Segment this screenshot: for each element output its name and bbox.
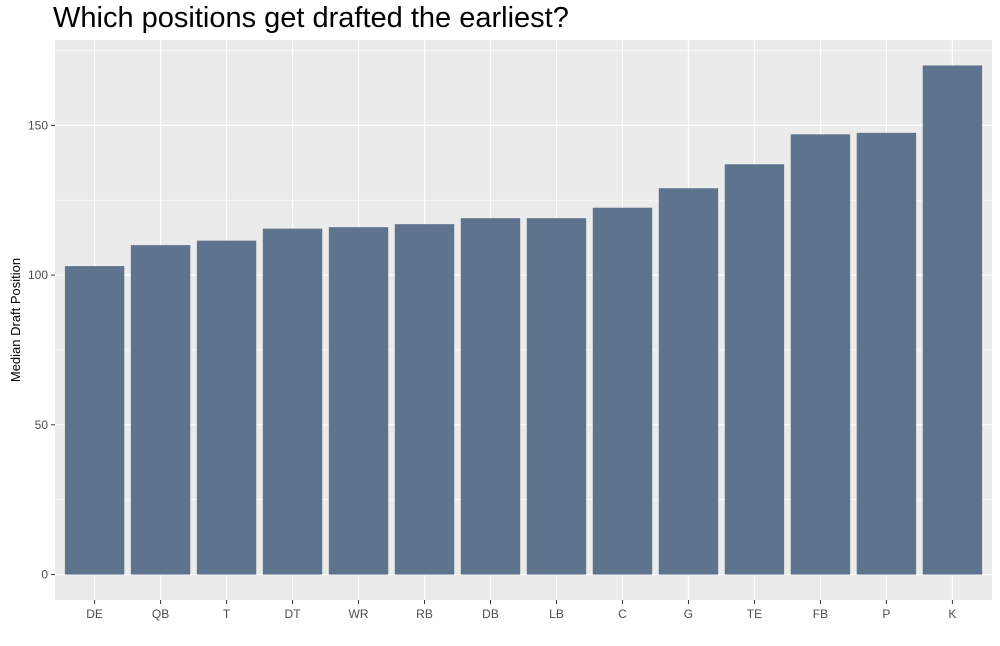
x-axis-ticks: DE QB T DT WR RB DB LB C G TE FB P K: [86, 600, 956, 621]
y-tick-label: 50: [35, 418, 49, 432]
bar-g: [658, 188, 719, 575]
bar-wr: [328, 227, 389, 575]
bar-qb: [130, 245, 191, 575]
x-tick-label: P: [882, 607, 890, 621]
bar-t: [196, 240, 257, 575]
bars: [64, 65, 983, 575]
bar-p: [856, 132, 917, 575]
x-tick-label: C: [618, 607, 627, 621]
bar-te: [724, 164, 785, 575]
x-tick-label: K: [948, 607, 956, 621]
chart-title: Which positions get drafted the earliest…: [53, 2, 569, 34]
x-tick-label: LB: [549, 607, 564, 621]
bar-fb: [790, 134, 851, 575]
x-tick-label: G: [684, 607, 693, 621]
plot-panel: [55, 40, 992, 600]
x-tick-label: T: [223, 607, 231, 621]
y-tick-label: 150: [28, 118, 48, 132]
bar-rb: [394, 224, 455, 575]
bar-c: [592, 207, 653, 575]
bar-de: [64, 266, 125, 575]
x-tick-label: WR: [349, 607, 369, 621]
y-axis-title: Median Draft Position: [8, 258, 23, 382]
x-tick-label: FB: [813, 607, 828, 621]
bar-dt: [262, 228, 323, 575]
bar-k: [922, 65, 983, 575]
x-tick-label: DT: [285, 607, 302, 621]
x-tick-label: QB: [152, 607, 169, 621]
x-tick-label: TE: [747, 607, 762, 621]
bar-db: [460, 218, 521, 575]
y-axis-ticks: 0 50 100 150: [28, 118, 55, 582]
x-tick-label: DB: [482, 607, 499, 621]
x-tick-label: DE: [86, 607, 103, 621]
y-tick-label: 100: [28, 268, 48, 282]
x-tick-label: RB: [416, 607, 433, 621]
y-tick-label: 0: [41, 568, 48, 582]
bar-lb: [526, 218, 587, 575]
